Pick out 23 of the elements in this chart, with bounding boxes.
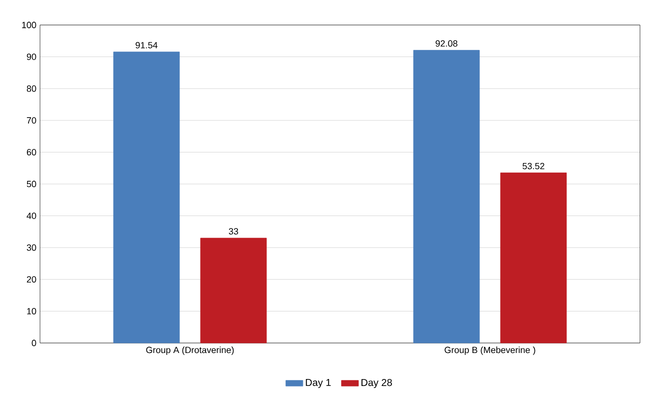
data-label: 91.54 — [136, 42, 158, 48]
x-tick-label: Group A (Drotaverine) — [146, 346, 234, 355]
bar — [113, 52, 180, 344]
y-tick-label: 10 — [27, 308, 36, 314]
data-label: 53.52 — [522, 162, 544, 170]
y-tick-label: 90 — [26, 54, 36, 60]
data-label: 92.08 — [436, 40, 458, 47]
x-tick-label: Group B (Mebeverine ) — [444, 346, 536, 355]
y-tick-label: 40 — [26, 212, 36, 219]
y-tick-label: 100 — [22, 22, 36, 28]
y-tick-label: 80 — [26, 85, 36, 92]
y-tick-label: 50 — [26, 180, 36, 188]
y-tick-label: 70 — [26, 117, 36, 124]
y-tick-label: 60 — [26, 149, 36, 156]
bar — [200, 238, 267, 344]
y-tick-label: 0 — [32, 340, 36, 346]
y-tick-label: 20 — [26, 276, 36, 283]
legend-label: Day 28 — [362, 378, 392, 388]
legend-label: Day 1 — [306, 379, 331, 388]
bar — [500, 172, 567, 344]
y-tick-label: 30 — [26, 244, 36, 251]
data-label: 33 — [228, 228, 238, 235]
bar — [413, 50, 480, 344]
